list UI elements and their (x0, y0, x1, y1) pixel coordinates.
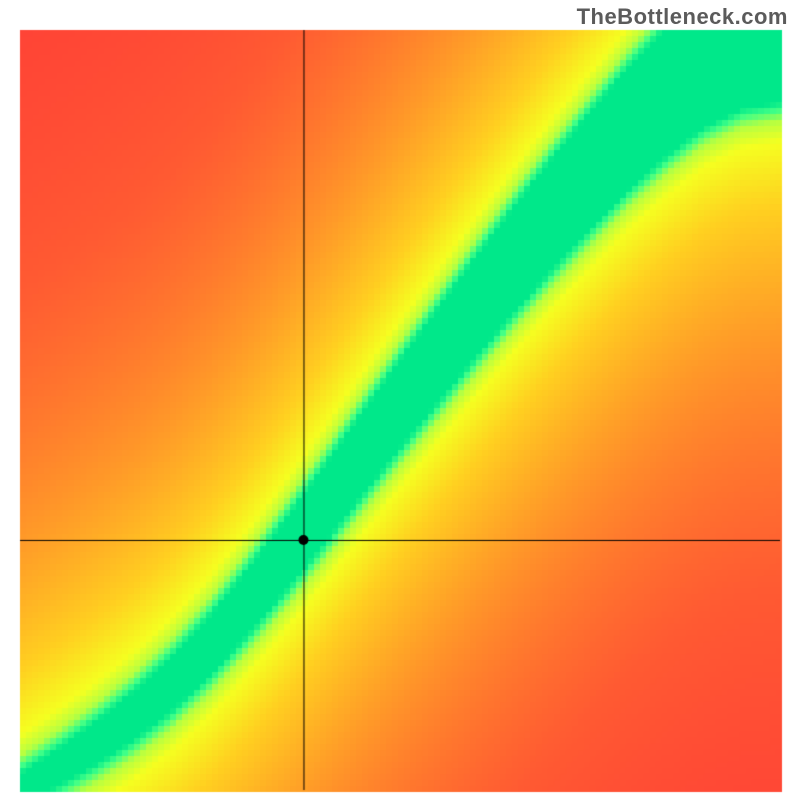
bottleneck-heatmap (0, 0, 800, 800)
watermark-text: TheBottleneck.com (577, 4, 788, 30)
